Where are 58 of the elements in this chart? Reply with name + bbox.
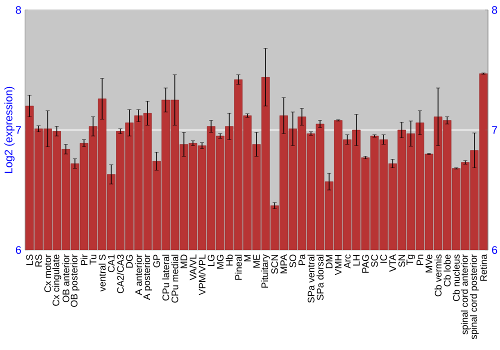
- y2-tick-label: 6: [492, 246, 498, 254]
- x-tick-label: SC: [371, 254, 378, 267]
- x-tick-label: VMH: [334, 254, 342, 276]
- x-tick-label: Cb vermis: [434, 254, 442, 296]
- y-tick-label: 7: [16, 126, 21, 134]
- x-tick-label: A anterior: [135, 254, 142, 296]
- x-tick-label: MD: [180, 254, 188, 268]
- y-axis-title: Log2 (expression): [4, 86, 15, 173]
- y2-tick-label: 7: [492, 126, 498, 134]
- x-tick-label: GP: [153, 254, 160, 268]
- x-tick-label: Cb nucleus: [452, 254, 460, 302]
- x-tick-label: Cb lobe: [444, 254, 451, 286]
- x-tick-label: Tg: [406, 254, 416, 266]
- x-tick-label: CA2/CA3: [116, 254, 124, 294]
- x-tick-label: Cx cingulate: [52, 254, 62, 306]
- y2-tick-label: 8: [492, 6, 498, 14]
- x-tick-label: SCN: [271, 254, 278, 274]
- y-tick-label: 6: [16, 246, 21, 254]
- x-tick-label: Pn: [416, 254, 424, 265]
- x-tick-label: A posterior: [143, 254, 152, 300]
- x-tick-label: MVe: [426, 254, 432, 272]
- x-tick-label: OB anterior: [62, 254, 70, 302]
- x-tick-label: Tu: [90, 254, 96, 265]
- x-tick-label: MG: [216, 254, 224, 269]
- x-tick-label: CPu medial: [171, 254, 178, 303]
- x-tick-label: VA/VL: [189, 254, 196, 280]
- x-tick-label: Pineal: [234, 254, 242, 280]
- x-tick-label: Pa: [298, 254, 306, 265]
- x-tick-label: Arc: [344, 254, 351, 268]
- x-tick-label: VTA: [389, 254, 396, 272]
- x-tick-label: SN: [398, 254, 406, 267]
- x-tick-label: Pituitary: [261, 254, 270, 288]
- x-tick-label: RS: [35, 254, 42, 267]
- x-tick-label: LH: [353, 254, 360, 266]
- x-tick-label: OB posterior: [70, 254, 80, 307]
- x-tick-label: LS: [26, 254, 33, 265]
- x-tick-label: SO: [289, 254, 296, 268]
- y-tick-label: 8: [16, 6, 21, 14]
- x-tick-label: Pir: [80, 254, 88, 265]
- x-tick-label: SPa ventral: [307, 254, 314, 303]
- x-tick-label: spinal cord posterior: [470, 254, 479, 340]
- x-tick-label: CPu lateral: [162, 254, 170, 301]
- x-tick-label: Retina: [480, 254, 487, 281]
- x-tick-label: ME: [253, 254, 260, 268]
- x-tick-label: MPA: [280, 254, 287, 274]
- x-tick-label: DG: [126, 254, 133, 268]
- x-tick-label: DM: [326, 254, 332, 268]
- x-tick-label: IC: [380, 254, 387, 263]
- x-tick-label: VPM/VPL: [198, 254, 206, 296]
- x-tick-label: Cx motor: [44, 254, 52, 292]
- x-tick-label: M: [244, 254, 251, 262]
- x-tick-label: LG: [208, 254, 214, 266]
- x-tick-label: Hb: [226, 254, 233, 266]
- x-tick-label: spinal cord anterior: [460, 254, 470, 334]
- x-tick-label: CA1: [108, 254, 115, 272]
- x-tick-label: SPa dorsal: [316, 254, 324, 300]
- x-tick-label: PAG: [362, 254, 369, 273]
- x-tick-label: ventral S: [98, 254, 106, 292]
